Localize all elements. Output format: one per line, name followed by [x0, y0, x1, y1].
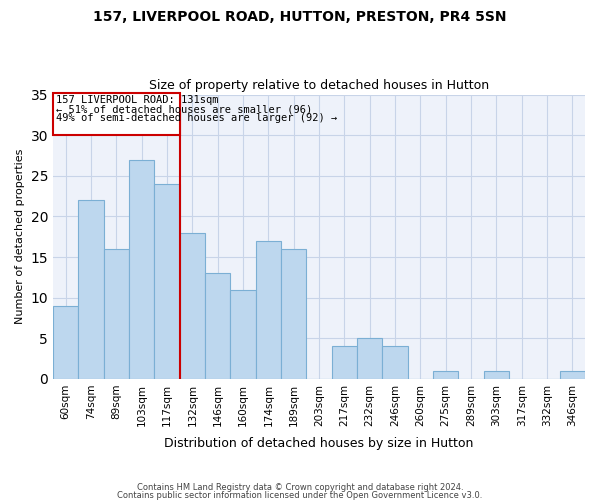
Bar — [357, 338, 382, 379]
Text: 157 LIVERPOOL ROAD: 131sqm: 157 LIVERPOOL ROAD: 131sqm — [56, 96, 218, 106]
Bar — [484, 371, 509, 379]
Bar — [104, 249, 129, 379]
Bar — [53, 306, 79, 379]
Title: Size of property relative to detached houses in Hutton: Size of property relative to detached ho… — [149, 79, 489, 92]
Bar — [79, 200, 104, 379]
Bar — [332, 346, 357, 379]
Bar — [179, 232, 205, 379]
Bar — [382, 346, 407, 379]
Y-axis label: Number of detached properties: Number of detached properties — [15, 149, 25, 324]
Bar — [281, 249, 307, 379]
Text: 157, LIVERPOOL ROAD, HUTTON, PRESTON, PR4 5SN: 157, LIVERPOOL ROAD, HUTTON, PRESTON, PR… — [93, 10, 507, 24]
Bar — [154, 184, 179, 379]
FancyBboxPatch shape — [53, 93, 179, 135]
Text: 49% of semi-detached houses are larger (92) →: 49% of semi-detached houses are larger (… — [56, 113, 337, 123]
X-axis label: Distribution of detached houses by size in Hutton: Distribution of detached houses by size … — [164, 437, 474, 450]
Bar — [433, 371, 458, 379]
Bar — [230, 290, 256, 379]
Text: ← 51% of detached houses are smaller (96): ← 51% of detached houses are smaller (96… — [56, 104, 312, 115]
Bar — [256, 241, 281, 379]
Bar — [129, 160, 154, 379]
Bar — [560, 371, 585, 379]
Text: Contains public sector information licensed under the Open Government Licence v3: Contains public sector information licen… — [118, 490, 482, 500]
Text: Contains HM Land Registry data © Crown copyright and database right 2024.: Contains HM Land Registry data © Crown c… — [137, 484, 463, 492]
Bar — [205, 274, 230, 379]
